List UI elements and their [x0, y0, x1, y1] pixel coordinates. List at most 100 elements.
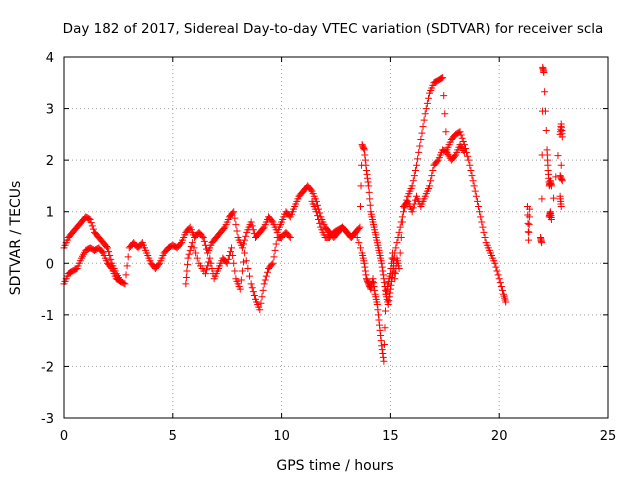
- data-point: [419, 123, 427, 131]
- data-point: [233, 227, 241, 235]
- x-axis-label: GPS time / hours: [276, 458, 393, 474]
- data-point: [229, 209, 237, 217]
- data-point: [524, 228, 532, 236]
- data-point: [356, 223, 364, 231]
- data-point: [369, 275, 377, 283]
- data-point: [378, 346, 386, 354]
- data-point: [182, 280, 190, 288]
- plot-frame: [63, 56, 609, 419]
- data-point: [478, 218, 486, 226]
- data-point: [199, 234, 207, 241]
- data-point: [467, 166, 475, 174]
- data-point: [429, 166, 437, 174]
- data-point: [370, 282, 378, 290]
- data-point: [258, 293, 266, 301]
- data-point: [422, 105, 430, 113]
- data-point: [314, 201, 322, 209]
- x-tick-label: 0: [60, 429, 68, 444]
- data-point: [249, 288, 257, 296]
- data-point: [457, 131, 465, 139]
- data-point: [242, 232, 250, 240]
- data-point: [493, 267, 501, 275]
- data-point: [250, 292, 258, 300]
- data-point: [395, 228, 403, 236]
- data-point: [229, 252, 237, 260]
- data-point: [261, 276, 269, 284]
- data-point: [370, 279, 378, 287]
- data-point: [238, 267, 246, 275]
- data-point: [476, 208, 484, 216]
- data-point: [242, 257, 250, 265]
- data-point: [192, 249, 200, 257]
- data-point: [378, 263, 386, 271]
- data-point: [201, 270, 209, 278]
- data-point: [207, 259, 215, 267]
- data-point: [391, 275, 399, 283]
- data-point: [356, 203, 364, 211]
- data-point: [86, 215, 94, 223]
- data-point: [380, 341, 388, 349]
- data-point: [98, 248, 106, 256]
- data-point: [389, 249, 397, 257]
- data-point: [85, 215, 93, 223]
- data-point: [480, 228, 488, 236]
- data-point: [558, 133, 566, 141]
- data-point: [259, 286, 267, 294]
- data-point: [390, 268, 398, 276]
- data-point: [374, 306, 382, 314]
- data-point: [256, 306, 264, 314]
- data-point: [363, 170, 371, 178]
- data-point: [481, 234, 489, 241]
- data-point: [456, 128, 464, 136]
- data-point: [360, 259, 368, 267]
- data-point: [272, 240, 280, 248]
- data-point: [102, 243, 110, 251]
- data-point: [104, 244, 112, 252]
- data-points: [60, 63, 566, 365]
- data-point: [408, 208, 416, 216]
- data-point: [188, 239, 196, 247]
- data-point: [379, 267, 387, 275]
- y-tick-label: 3: [46, 103, 54, 118]
- data-point: [366, 195, 374, 203]
- data-point: [230, 259, 238, 267]
- data-point: [558, 175, 566, 183]
- data-point: [473, 197, 481, 205]
- data-point: [375, 316, 383, 324]
- data-point: [107, 255, 115, 263]
- data-point: [360, 146, 368, 154]
- data-point: [361, 267, 369, 275]
- data-point: [421, 110, 429, 118]
- data-point: [361, 151, 369, 159]
- data-point: [241, 249, 249, 257]
- data-point: [271, 246, 279, 254]
- data-point: [262, 272, 270, 280]
- data-point: [378, 259, 386, 267]
- data-point: [249, 226, 257, 234]
- data-point: [185, 250, 193, 258]
- data-point: [355, 239, 363, 247]
- data-point: [409, 177, 417, 185]
- data-point: [373, 301, 381, 309]
- data-point: [547, 215, 555, 223]
- data-point: [362, 271, 370, 279]
- data-point: [122, 271, 130, 279]
- data-point: [379, 353, 387, 361]
- data-point: [557, 161, 565, 169]
- data-point: [410, 172, 418, 180]
- data-point: [411, 166, 419, 174]
- y-tick-label: 4: [46, 51, 54, 66]
- data-point: [408, 182, 416, 190]
- data-point: [105, 248, 113, 256]
- x-tick-label: 15: [382, 429, 399, 444]
- data-point: [176, 240, 184, 248]
- data-point: [184, 254, 192, 262]
- data-point: [240, 240, 248, 248]
- data-point: [259, 224, 267, 232]
- data-point: [186, 246, 194, 254]
- data-point: [247, 218, 255, 226]
- data-point: [524, 219, 532, 227]
- data-point: [241, 236, 249, 244]
- data-point: [547, 182, 555, 190]
- data-point: [228, 244, 236, 252]
